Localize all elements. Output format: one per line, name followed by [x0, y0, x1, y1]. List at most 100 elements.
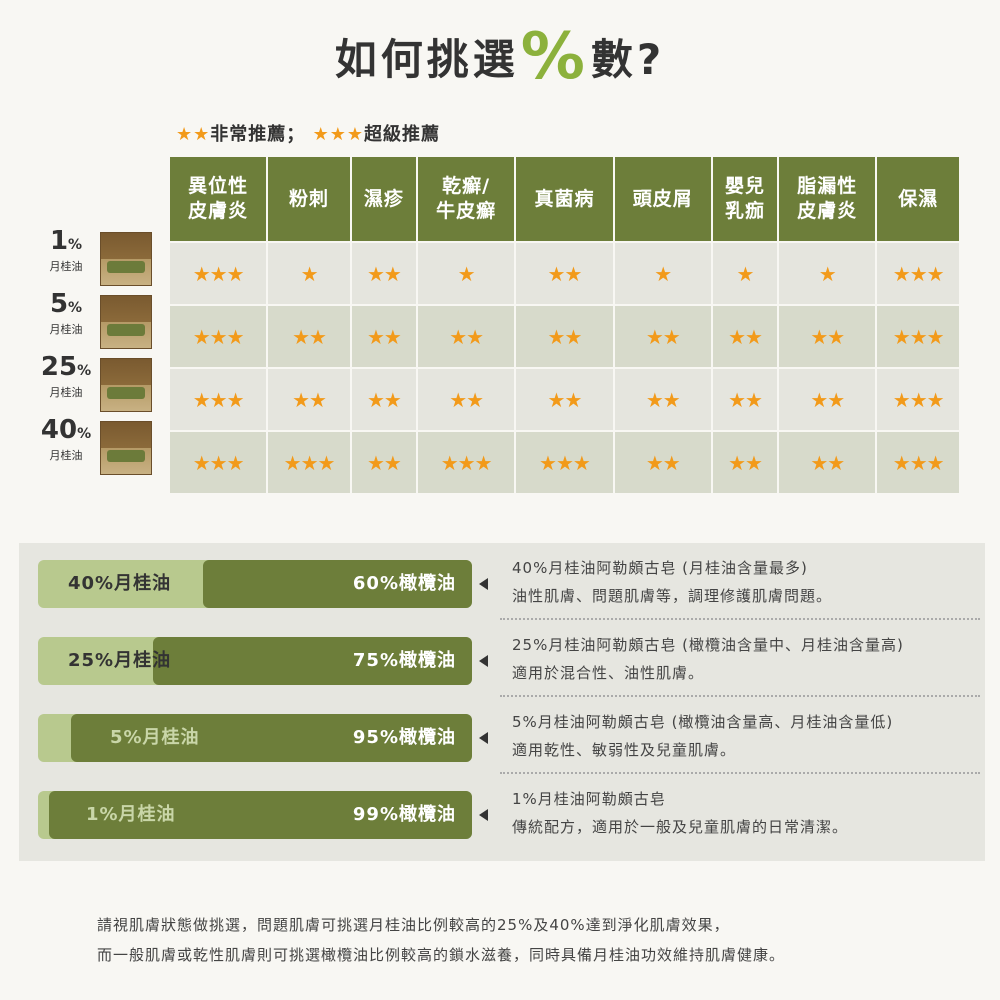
rating-stars: ★★	[418, 369, 515, 430]
rating-stars: ★★	[712, 432, 778, 493]
row-label: 5% 月桂油	[36, 291, 96, 337]
dotted-divider	[500, 772, 980, 774]
rating-stars: ★★★	[170, 306, 267, 367]
page-title: 如何挑選%數?	[0, 22, 1000, 95]
olive-oil-fill	[71, 714, 472, 762]
rating-stars: ★★	[516, 243, 613, 304]
column-header-line-2: 牛皮癬	[436, 200, 497, 222]
row-label: 25% 月桂油	[36, 354, 96, 400]
row-label: 40% 月桂油	[36, 417, 96, 463]
rating-stars: ★	[614, 243, 711, 304]
table-row: ★★★ ★★ ★★ ★★ ★★ ★★ ★★ ★★ ★★★	[170, 306, 959, 367]
legend-three-stars-label: 超級推薦	[363, 124, 440, 145]
olive-oil-label: 60%橄欖油	[352, 573, 456, 594]
description-title: 25%月桂油阿勒頗古皂 (橄欖油含量中、月桂油含量高)	[512, 636, 904, 654]
olive-oil-fill	[49, 791, 472, 839]
rating-stars: ★★	[614, 306, 711, 367]
column-header-line-1: 濕疹	[363, 187, 404, 210]
laurel-oil-label: 40%月桂油	[68, 573, 172, 594]
description-detail: 適用於混合性、油性肌膚。	[512, 664, 705, 682]
row-label-number: 5%	[36, 291, 96, 321]
soap-image	[100, 421, 152, 475]
pointer-arrow-icon	[479, 732, 488, 744]
column-header: 真菌病	[516, 157, 613, 241]
row-label-sub: 月桂油	[49, 260, 83, 273]
rating-stars: ★★★	[170, 369, 267, 430]
table-header-row: 異位性 皮膚炎 粉刺 濕疹 乾癬/牛皮癬 真菌病 頭皮屑 嬰兒 乳痂 脂漏性 皮膚炎 保濕	[170, 157, 959, 241]
option-description: 25%月桂油阿勒頗古皂 (橄欖油含量中、月桂油含量高) 適用於混合性、油性肌膚。	[512, 631, 982, 687]
legend-two-stars: ★★	[176, 124, 211, 145]
soap-image	[100, 295, 152, 349]
option-description: 1%月桂油阿勒頗古皂 傳統配方，適用於一般及兒童肌膚的日常清潔。	[512, 785, 982, 841]
olive-oil-label: 75%橄欖油	[352, 650, 456, 671]
laurel-oil-label: 1%月桂油	[86, 804, 176, 825]
column-header: 異位性 皮膚炎	[170, 157, 267, 241]
rating-stars: ★★★	[516, 432, 613, 493]
title-percent-mark: %	[520, 20, 589, 94]
rating-stars: ★★★	[877, 432, 959, 493]
column-header: 粉刺	[268, 157, 350, 241]
column-header: 脂漏性 皮膚炎	[779, 157, 876, 241]
row-label-percent: %	[68, 300, 83, 316]
dotted-divider	[500, 618, 980, 620]
rating-stars: ★★	[779, 306, 876, 367]
table-body: ★★★ ★ ★★ ★ ★★ ★ ★ ★ ★★★ ★★★ ★★ ★★ ★★ ★★ ★★ ★★ ★★ ★★★ ★★★ ★★…	[170, 243, 959, 493]
laurel-oil-label: 5%月桂油	[110, 727, 200, 748]
footer-line-2: 而一般肌膚或乾性肌膚則可挑選橄欖油比例較高的鎖水滋養，同時具備月桂油功效維持肌膚…	[97, 946, 786, 964]
rating-stars: ★★★	[170, 243, 267, 304]
soap-image	[100, 358, 152, 412]
table-row: ★★★ ★★★ ★★ ★★★ ★★★ ★★ ★★ ★★ ★★★	[170, 432, 959, 493]
column-header-line-1: 真菌病	[534, 187, 595, 210]
olive-oil-label: 95%橄欖油	[352, 727, 456, 748]
option-description: 5%月桂油阿勒頗古皂 (橄欖油含量高、月桂油含量低) 適用乾性、敏弱性及兒童肌膚。	[512, 708, 982, 764]
soap-label-graphic	[107, 324, 145, 336]
row-label-number: 25%	[36, 354, 96, 384]
oil-ratio-bar: 40%月桂油 60%橄欖油	[38, 560, 472, 608]
column-header: 頭皮屑	[614, 157, 711, 241]
pointer-arrow-icon	[479, 809, 488, 821]
rating-stars: ★★★	[268, 432, 350, 493]
pointer-arrow-icon	[479, 655, 488, 667]
rating-stars: ★★	[712, 306, 778, 367]
rating-stars: ★★	[779, 432, 876, 493]
rating-stars: ★★	[351, 369, 416, 430]
row-label-number: 40%	[36, 417, 96, 447]
soap-image	[100, 232, 152, 286]
recommendation-table: 異位性 皮膚炎 粉刺 濕疹 乾癬/牛皮癬 真菌病 頭皮屑 嬰兒 乳痂 脂漏性 皮膚炎 保濕 ★★★ ★ ★…	[168, 155, 961, 495]
column-header-line-2: 皮膚炎	[797, 200, 858, 222]
rating-stars: ★★★	[170, 432, 267, 493]
row-label-value: 1	[49, 226, 69, 256]
row-label-sub: 月桂油	[49, 449, 83, 462]
olive-oil-label: 99%橄欖油	[352, 804, 456, 825]
laurel-oil-label: 25%月桂油	[68, 650, 172, 671]
oil-ratio-bar: 1%月桂油 99%橄欖油	[38, 791, 472, 839]
rating-stars: ★★	[268, 369, 350, 430]
rating-stars: ★★★	[877, 306, 959, 367]
rating-stars: ★★	[351, 306, 416, 367]
description-detail: 油性肌膚、問題肌膚等，調理修護肌膚問題。	[512, 587, 833, 605]
description-detail: 傳統配方，適用於一般及兒童肌膚的日常清潔。	[512, 818, 849, 836]
description-title: 5%月桂油阿勒頗古皂 (橄欖油含量高、月桂油含量低)	[512, 713, 894, 731]
column-header: 乾癬/牛皮癬	[418, 157, 515, 241]
title-suffix: 數?	[590, 35, 666, 84]
legend-two-stars-label: 非常推薦；	[210, 124, 306, 145]
footer-note: 請視肌膚狀態做挑選，問題肌膚可挑選月桂油比例較高的25%及40%達到淨化肌膚效果…	[97, 910, 785, 970]
legend-three-stars: ★★★	[312, 124, 364, 145]
column-header: 嬰兒 乳痂	[712, 157, 778, 241]
table-row: ★★★ ★ ★★ ★ ★★ ★ ★ ★ ★★★	[170, 243, 959, 304]
oil-ratio-bar: 25%月桂油 75%橄欖油	[38, 637, 472, 685]
soap-label-graphic	[107, 261, 145, 273]
rating-stars: ★★★	[418, 432, 515, 493]
row-label-value: 40	[40, 415, 78, 445]
rating-legend: ★★非常推薦； ★★★超級推薦	[176, 120, 440, 146]
rating-stars: ★★	[351, 243, 416, 304]
column-header-line-1: 乾癬/	[442, 175, 491, 198]
soap-label-graphic	[107, 387, 145, 399]
column-header-line-1: 粉刺	[289, 187, 330, 210]
row-label-value: 5	[49, 289, 69, 319]
rating-stars: ★★	[779, 369, 876, 430]
column-header-line-2: 乳痂	[724, 200, 765, 222]
row-label-number: 1%	[36, 228, 96, 258]
rating-stars: ★★	[614, 432, 711, 493]
description-title: 40%月桂油阿勒頗古皂 (月桂油含量最多)	[512, 559, 808, 577]
